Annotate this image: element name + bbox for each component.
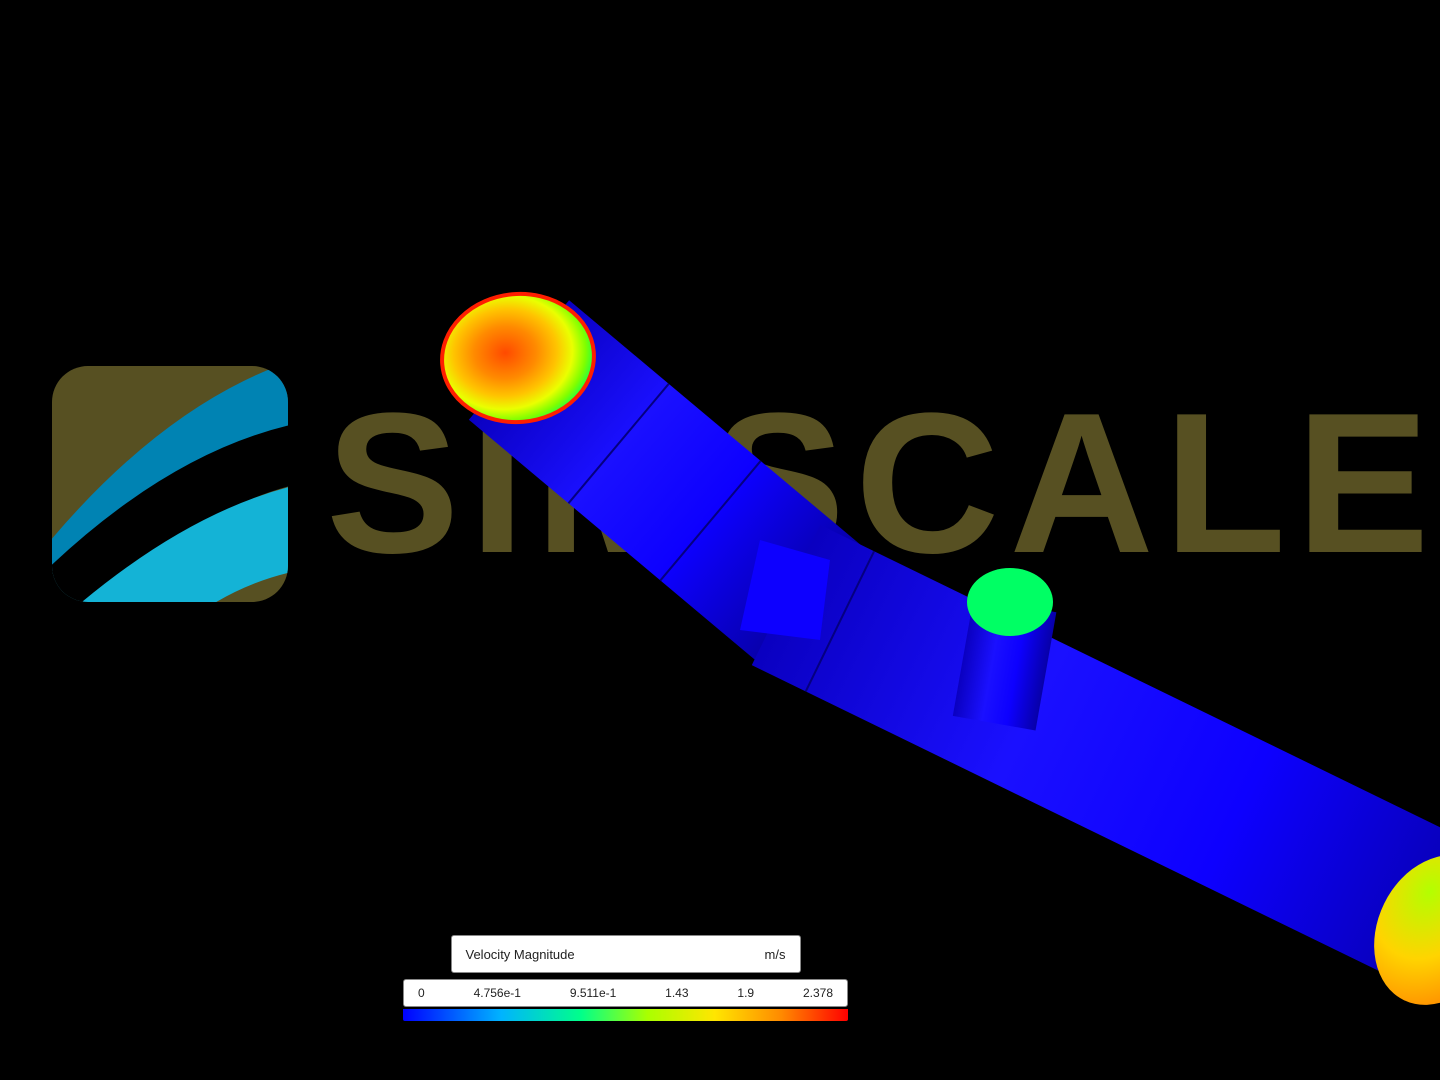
color-legend[interactable]: Velocity Magnitude m/s 0 4.756e-1 9.511e… <box>403 935 848 1021</box>
branch-end-cap <box>967 568 1053 636</box>
legend-gradient-bar <box>403 1009 848 1021</box>
simulation-viewport[interactable]: SIMSCALE <box>0 0 1440 1080</box>
legend-tick: 1.9 <box>737 986 754 1000</box>
legend-tick: 0 <box>418 986 425 1000</box>
pipe-render[interactable] <box>0 0 1440 1080</box>
legend-title-box: Velocity Magnitude m/s <box>451 935 801 973</box>
legend-tick: 4.756e-1 <box>474 986 521 1000</box>
legend-tick: 9.511e-1 <box>570 986 616 1000</box>
legend-unit-text: m/s <box>765 947 786 962</box>
legend-tick-row: 0 4.756e-1 9.511e-1 1.43 1.9 2.378 <box>403 979 848 1007</box>
legend-title-text: Velocity Magnitude <box>466 947 575 962</box>
pipe-segment-lower <box>752 525 1440 1003</box>
legend-tick: 2.378 <box>803 986 833 1000</box>
legend-tick: 1.43 <box>665 986 688 1000</box>
